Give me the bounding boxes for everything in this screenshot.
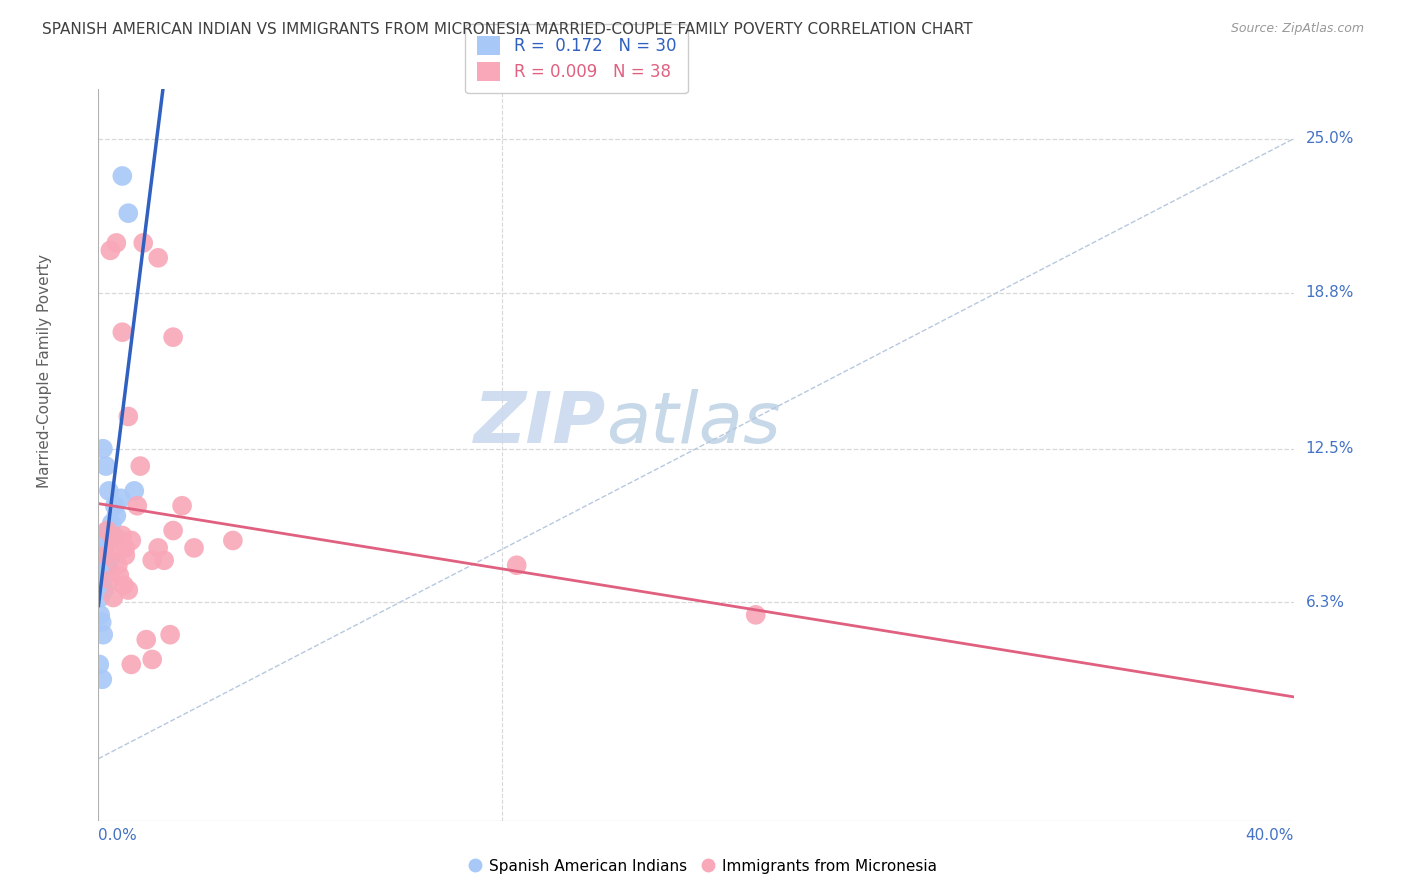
Text: 0.0%: 0.0% [98, 828, 138, 843]
Point [114, 549, 136, 563]
Text: SPANISH AMERICAN INDIAN VS IMMIGRANTS FROM MICRONESIA MARRIED-COUPLE FAMILY POVE: SPANISH AMERICAN INDIAN VS IMMIGRANTS FR… [42, 22, 973, 37]
Point [98, 244, 122, 258]
Point [148, 251, 170, 265]
Point [93, 582, 115, 597]
Point [91, 528, 114, 542]
Point [89, 607, 111, 622]
Point [89, 533, 111, 548]
Text: Source: ZipAtlas.com: Source: ZipAtlas.com [1230, 22, 1364, 36]
Point [745, 607, 768, 622]
Point [96, 558, 118, 573]
Point [127, 499, 149, 513]
Point [162, 524, 184, 538]
Point [183, 541, 205, 555]
Point [89, 591, 111, 605]
Point [90, 615, 112, 630]
Point [506, 558, 529, 573]
Point [110, 491, 132, 506]
Text: 6.3%: 6.3% [1306, 595, 1344, 610]
Point [111, 169, 134, 183]
Point [114, 541, 136, 555]
Legend: Spanish American Indians, Immigrants from Micronesia: Spanish American Indians, Immigrants fro… [463, 853, 943, 880]
Text: atlas: atlas [606, 390, 780, 458]
Point [120, 533, 142, 548]
Point [120, 657, 142, 672]
Point [135, 632, 157, 647]
Point [89, 566, 111, 580]
Point [97, 483, 120, 498]
Point [91, 628, 114, 642]
Point [103, 591, 125, 605]
Point [222, 533, 245, 548]
Text: ZIP: ZIP [474, 390, 606, 458]
Point [103, 528, 125, 542]
Text: 40.0%: 40.0% [1246, 828, 1294, 843]
Point [98, 573, 122, 587]
Point [162, 330, 184, 344]
Point [105, 235, 128, 250]
Point [94, 543, 117, 558]
Point [124, 483, 146, 498]
Point [172, 499, 194, 513]
Point [129, 459, 152, 474]
Legend: R =  0.172   N = 30, R = 0.009   N = 38: R = 0.172 N = 30, R = 0.009 N = 38 [465, 24, 688, 93]
Point [90, 541, 112, 555]
Point [132, 235, 155, 250]
Point [108, 568, 131, 582]
Point [104, 541, 127, 555]
Point [93, 536, 115, 550]
Point [96, 524, 118, 538]
Point [101, 516, 124, 530]
Point [104, 531, 127, 545]
Text: 25.0%: 25.0% [1306, 131, 1354, 146]
Text: 12.5%: 12.5% [1306, 442, 1354, 456]
Point [96, 524, 118, 538]
Point [117, 409, 139, 424]
Point [101, 528, 124, 542]
Point [111, 325, 134, 339]
Point [141, 652, 163, 666]
Point [91, 578, 114, 592]
Point [117, 206, 139, 220]
Point [90, 573, 112, 587]
Point [117, 582, 139, 597]
Point [148, 541, 170, 555]
Point [141, 553, 163, 567]
Point [110, 533, 132, 548]
Point [94, 459, 117, 474]
Point [90, 549, 112, 563]
Point [94, 549, 117, 563]
Point [107, 558, 129, 573]
Text: Married-Couple Family Poverty: Married-Couple Family Poverty [37, 253, 52, 488]
Text: 18.8%: 18.8% [1306, 285, 1354, 300]
Point [112, 578, 135, 592]
Point [98, 553, 121, 567]
Point [89, 657, 111, 672]
Point [159, 628, 181, 642]
Point [104, 499, 127, 513]
Point [111, 528, 134, 542]
Point [105, 508, 128, 523]
Point [153, 553, 176, 567]
Point [91, 673, 114, 687]
Point [91, 442, 114, 456]
